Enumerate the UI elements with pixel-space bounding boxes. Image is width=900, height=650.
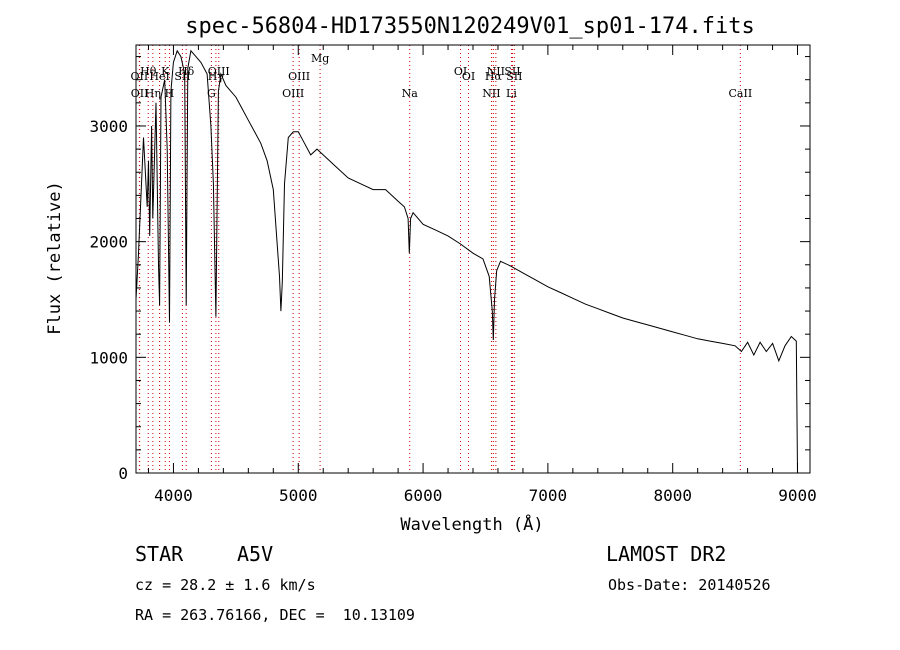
marker-label-11: OIII — [288, 70, 310, 83]
y-tick-label-2: 2000 — [89, 233, 128, 252]
marker-label-14: SII — [506, 70, 522, 83]
marker-label-15: Mg — [311, 52, 329, 65]
marker-label-18: H — [165, 87, 175, 100]
marker-label-21: Na — [402, 87, 419, 100]
marker-label-22: NII — [482, 87, 500, 100]
marker-label-2: Hδ — [178, 65, 195, 78]
marker-label-6: SII — [504, 65, 520, 78]
x-axis-label: Wavelength (Å) — [400, 513, 543, 535]
x-tick-label-4: 8000 — [653, 486, 692, 505]
y-tick-label-0: 0 — [118, 464, 128, 483]
y-tick-label-3: 3000 — [89, 117, 128, 136]
marker-label-19: G — [207, 87, 216, 100]
axis-ticks: 4000 5000 6000 7000 8000 9000 0 1000 2000 3000 — [89, 45, 817, 505]
marker-label-4: OI — [454, 65, 467, 78]
coordinates: RA = 263.76166, DEC = 10.13109 — [135, 606, 415, 624]
marker-label-7: OII — [131, 70, 149, 83]
marker-label-13: Hα — [485, 70, 503, 83]
marker-label-9: SII — [174, 70, 190, 83]
marker-label-1: K — [161, 65, 170, 78]
plot-frame — [135, 44, 811, 474]
marker-label-12: OI — [462, 70, 475, 83]
object-type: STAR — [135, 542, 184, 566]
observation-date: Obs-Date: 20140526 — [608, 576, 771, 594]
x-tick-label-2: 6000 — [404, 486, 443, 505]
marker-label-16: OII — [131, 87, 149, 100]
marker-label-5: NII — [487, 65, 505, 78]
x-tick-label-1: 5000 — [279, 486, 318, 505]
x-tick-label-3: 7000 — [529, 486, 568, 505]
survey-name: LAMOST DR2 — [606, 542, 727, 566]
y-axis-label: Flux (relative) — [45, 181, 65, 335]
spectrum-line — [135, 49, 798, 474]
spectrum-series — [135, 49, 798, 474]
marker-label-24: CaII — [729, 87, 753, 100]
x-tick-label-0: 4000 — [154, 486, 193, 505]
y-tick-label-1: 1000 — [89, 348, 128, 367]
marker-label-23: Li — [506, 87, 517, 100]
redshift-velocity: cz = 28.2 ± 1.6 km/s — [135, 576, 316, 594]
marker-label-17: Hη — [145, 87, 161, 100]
chart-title: spec-56804-HD173550N120249V01_sp01-174.f… — [185, 14, 755, 39]
x-tick-label-5: 9000 — [778, 486, 817, 505]
marker-label-20: OIII — [282, 87, 304, 100]
spectral-subclass: A5V — [237, 542, 274, 566]
marker-label-3: OIII — [208, 65, 230, 78]
marker-label-0: Hθ — [140, 65, 157, 78]
